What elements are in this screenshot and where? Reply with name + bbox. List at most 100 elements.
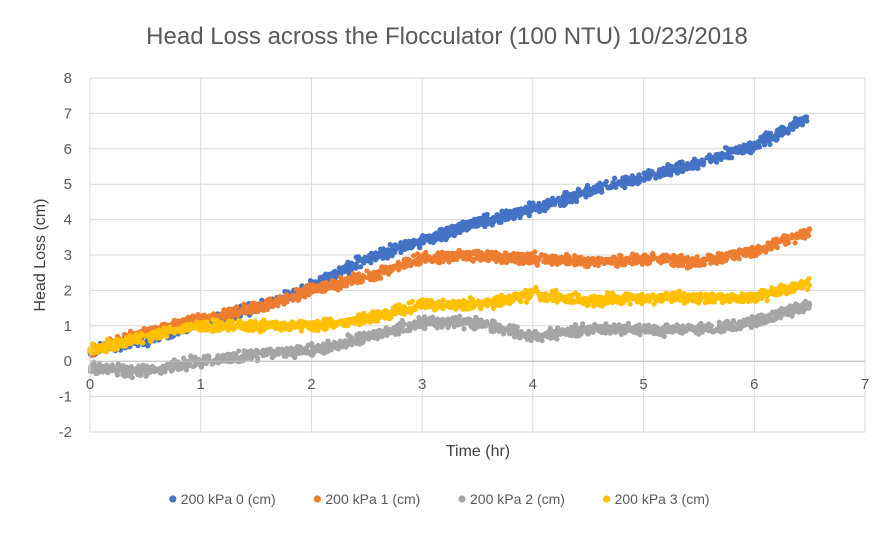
- data-point: [437, 227, 443, 233]
- data-point: [347, 337, 353, 343]
- data-point: [460, 219, 466, 225]
- data-point: [731, 147, 737, 153]
- data-point: [249, 300, 255, 306]
- data-point: [191, 357, 197, 363]
- data-point: [794, 235, 800, 241]
- data-point: [461, 326, 467, 332]
- data-point: [323, 275, 329, 281]
- data-point: [120, 372, 126, 378]
- data-point: [507, 254, 513, 260]
- data-point: [256, 327, 262, 333]
- data-point: [694, 254, 700, 260]
- data-point: [575, 256, 582, 263]
- data-point: [680, 168, 686, 175]
- data-point: [763, 316, 769, 322]
- data-point: [336, 265, 342, 271]
- data-point: [120, 363, 126, 369]
- data-point: [691, 161, 697, 167]
- data-point: [736, 144, 743, 150]
- data-point: [585, 331, 591, 337]
- data-point: [124, 368, 131, 374]
- data-point: [440, 297, 446, 303]
- data-point: [143, 373, 149, 379]
- data-point: [669, 261, 675, 267]
- data-point: [362, 274, 368, 280]
- data-point: [418, 317, 424, 323]
- data-point: [115, 368, 121, 374]
- data-point: [456, 221, 462, 227]
- chart-title: Head Loss across the Flocculator (100 NT…: [146, 23, 748, 50]
- data-point: [629, 261, 636, 267]
- data-point: [406, 323, 412, 329]
- data-point: [432, 231, 438, 237]
- data-point: [492, 249, 498, 255]
- data-point: [574, 329, 580, 335]
- data-point: [523, 257, 530, 263]
- data-point: [543, 331, 549, 337]
- data-point: [563, 260, 569, 266]
- data-point: [115, 362, 121, 368]
- data-point: [426, 317, 432, 324]
- data-point: [463, 318, 469, 324]
- data-point: [577, 189, 583, 195]
- data-point: [246, 308, 252, 315]
- data-point: [289, 292, 295, 299]
- data-point: [340, 265, 346, 271]
- data-point: [687, 264, 693, 270]
- data-point: [255, 309, 261, 315]
- data-point: [615, 326, 622, 332]
- data-point: [509, 328, 516, 334]
- data-point: [694, 158, 700, 164]
- data-point: [585, 325, 591, 331]
- data-point: [611, 322, 617, 328]
- data-point: [430, 314, 436, 320]
- data-point: [721, 152, 728, 158]
- data-point: [680, 326, 686, 333]
- data-point: [398, 249, 404, 255]
- data-point: [303, 346, 309, 352]
- data-point: [553, 330, 559, 336]
- data-point: [144, 363, 150, 369]
- data-point: [406, 241, 412, 247]
- data-point: [652, 327, 658, 333]
- data-point: [481, 254, 487, 260]
- data-point: [470, 221, 476, 228]
- data-point: [643, 323, 649, 329]
- data-point: [338, 274, 344, 280]
- data-point: [456, 227, 462, 234]
- data-point: [644, 261, 651, 267]
- data-point: [534, 331, 540, 337]
- data-point: [558, 328, 564, 334]
- data-point: [491, 254, 497, 260]
- data-point: [356, 337, 362, 343]
- data-point: [649, 171, 655, 177]
- data-point: [563, 256, 569, 262]
- data-point: [588, 189, 595, 195]
- data-point: [762, 138, 768, 144]
- data-point: [594, 257, 600, 263]
- data-point: [277, 296, 283, 302]
- data-point: [438, 317, 445, 323]
- data-point: [520, 260, 526, 266]
- data-point: [585, 256, 591, 262]
- data-point: [657, 326, 663, 332]
- data-point: [773, 242, 779, 248]
- data-point: [594, 182, 601, 188]
- data-point: [329, 342, 336, 348]
- data-point: [692, 325, 698, 331]
- data-point: [318, 348, 324, 354]
- data-point: [307, 278, 314, 284]
- data-point: [497, 252, 503, 258]
- data-point: [563, 331, 569, 337]
- data-point: [178, 361, 184, 367]
- data-point: [674, 161, 680, 167]
- data-point: [236, 348, 242, 354]
- data-point: [476, 251, 482, 257]
- data-point: [743, 322, 749, 328]
- data-point: [222, 310, 229, 316]
- data-point: [755, 140, 762, 147]
- data-point: [514, 324, 520, 330]
- data-point: [209, 361, 215, 367]
- data-point: [103, 367, 109, 373]
- data-point: [311, 345, 317, 351]
